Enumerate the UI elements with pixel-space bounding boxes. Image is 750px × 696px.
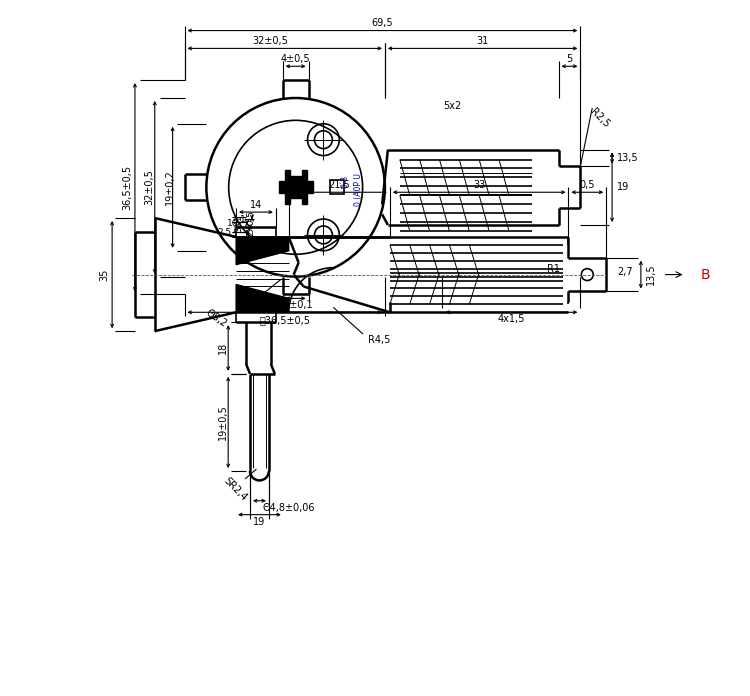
Text: 10±0,1: 10±0,1 — [278, 301, 314, 310]
Bar — [330, 180, 344, 194]
Text: 32±0,5: 32±0,5 — [145, 169, 154, 205]
Text: 31: 31 — [476, 36, 489, 47]
Text: 14: 14 — [250, 200, 262, 210]
Text: 13,5: 13,5 — [646, 264, 656, 285]
Text: 0 (A0P U: 0 (A0P U — [354, 173, 363, 206]
Text: 18: 18 — [218, 342, 228, 354]
Text: ͧ36,5±0,5: ͧ36,5±0,5 — [260, 315, 310, 325]
Text: R4,5: R4,5 — [368, 335, 391, 345]
Text: 5x2: 5x2 — [443, 101, 461, 111]
Polygon shape — [236, 285, 289, 313]
Text: 0,5: 0,5 — [580, 180, 595, 190]
Text: 13,5: 13,5 — [617, 153, 639, 163]
Text: Θ4,8±0,06: Θ4,8±0,06 — [263, 503, 316, 513]
Text: 2,5: 2,5 — [217, 228, 231, 237]
Text: 4x1,5: 4x1,5 — [498, 314, 525, 324]
Polygon shape — [236, 237, 289, 264]
Text: 69,5: 69,5 — [372, 17, 393, 28]
Text: Θ5,2: Θ5,2 — [204, 308, 229, 329]
Text: 35: 35 — [99, 269, 109, 280]
Text: 19±0,2: 19±0,2 — [165, 169, 175, 205]
Text: B: B — [700, 267, 710, 282]
Text: 3X1: 3X1 — [234, 214, 243, 232]
Text: 1: 1 — [240, 216, 246, 224]
Text: 2,7: 2,7 — [617, 267, 633, 276]
Circle shape — [291, 182, 301, 192]
Text: 10: 10 — [226, 219, 238, 228]
Text: 19±0,5: 19±0,5 — [218, 404, 228, 441]
Text: 19: 19 — [254, 516, 266, 527]
Text: 19: 19 — [617, 182, 629, 192]
Text: 0 ́3: 0 ́3 — [340, 176, 350, 189]
Polygon shape — [279, 171, 313, 204]
Text: 2X0,5: 2X0,5 — [246, 210, 255, 236]
Text: SR2,4: SR2,4 — [221, 475, 249, 503]
Text: 4±0,5: 4±0,5 — [280, 54, 310, 64]
Text: 32±0,5: 32±0,5 — [252, 36, 288, 47]
Text: R2,5: R2,5 — [588, 106, 611, 129]
Text: R1: R1 — [547, 264, 560, 274]
Text: 33: 33 — [473, 180, 485, 190]
Text: 5: 5 — [566, 54, 572, 64]
Text: 21,5: 21,5 — [328, 180, 350, 190]
Text: 36,5±0,5: 36,5±0,5 — [122, 165, 132, 210]
